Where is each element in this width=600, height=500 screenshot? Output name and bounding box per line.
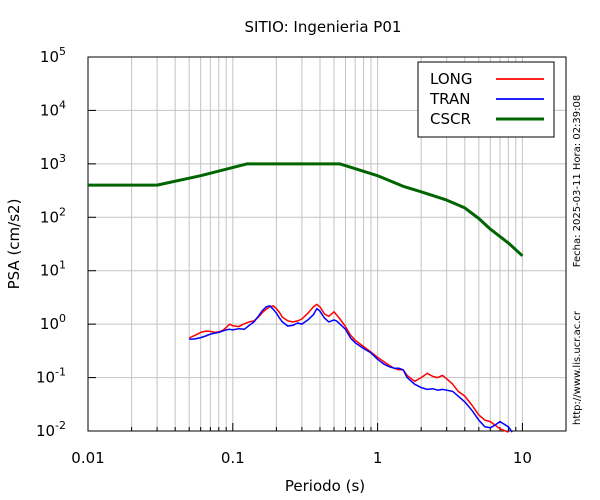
x-tick-label: 10 — [513, 449, 532, 467]
grid — [88, 57, 566, 431]
chart-title: SITIO: Ingenieria P01 — [245, 18, 402, 36]
legend-label-cscr: CSCR — [430, 110, 471, 128]
legend-label-long: LONG — [430, 70, 472, 88]
legend: LONG TRAN CSCR — [417, 61, 555, 138]
x-tick-label: 1 — [373, 449, 383, 467]
legend-label-tran: TRAN — [429, 90, 470, 108]
x-tick-label: 0.1 — [221, 449, 245, 467]
source-url-text: http://www.lis.ucr.ac.cr — [572, 310, 583, 425]
timestamp-text: Fecha: 2025-03-11 Hora: 02:39:08 — [572, 95, 583, 268]
x-axis-label: Periodo (s) — [285, 477, 365, 495]
series-line-cscr — [88, 162, 524, 257]
x-tick-label: 0.01 — [71, 449, 104, 467]
series-line-tran — [189, 305, 513, 433]
series-line-long — [188, 303, 509, 433]
plot-frame — [87, 56, 567, 432]
y-axis-label: PSA (cm/s2) — [5, 199, 23, 290]
series-layer — [88, 162, 524, 433]
